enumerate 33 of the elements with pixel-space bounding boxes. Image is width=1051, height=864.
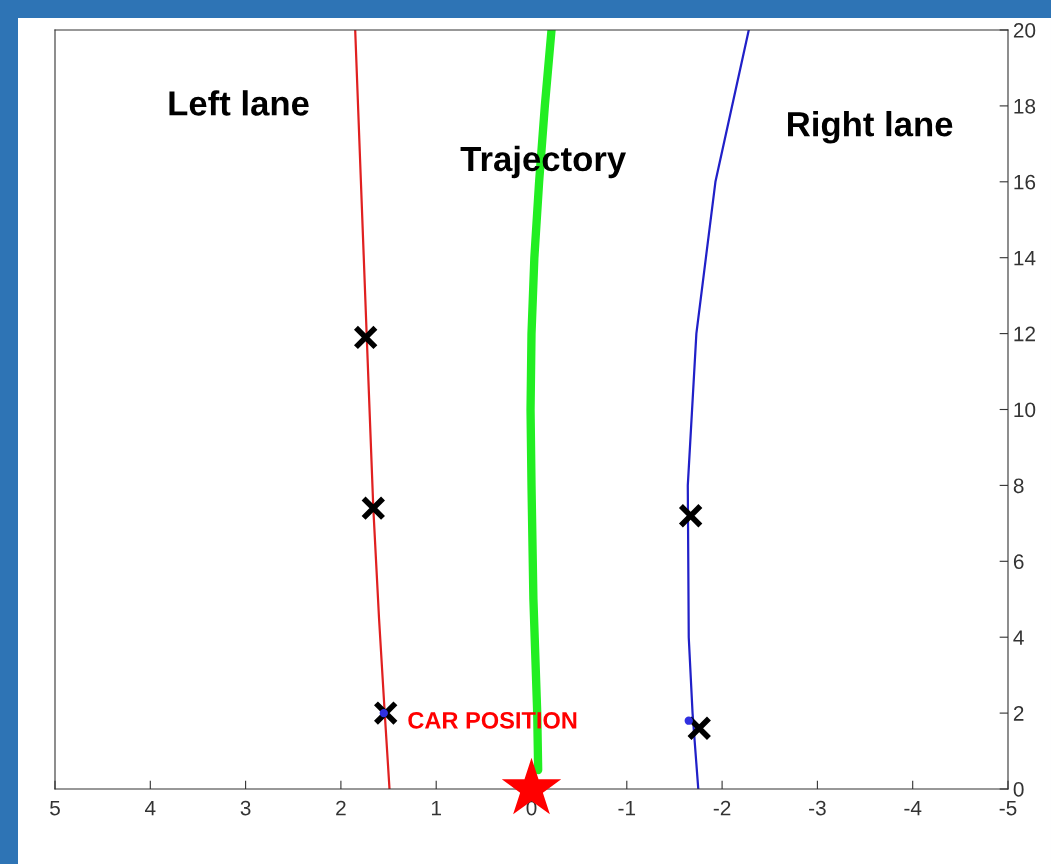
point <box>379 708 388 718</box>
x-tick-label: 0 <box>526 800 537 816</box>
x-tick-label: 2 <box>336 800 346 816</box>
point <box>353 324 379 350</box>
line-series <box>354 30 391 789</box>
x-tick-label: 5 <box>50 800 60 816</box>
point <box>678 503 704 529</box>
y-tick-label: 6 <box>1013 554 1024 570</box>
point <box>684 716 693 725</box>
x-tick-label: -5 <box>999 800 1017 816</box>
y-tick-label: 8 <box>1013 478 1024 494</box>
y-tick-label: 20 <box>1013 23 1036 38</box>
y-tick-label: 16 <box>1014 174 1036 190</box>
point <box>360 495 386 521</box>
y-tick-label: 0 <box>1013 782 1024 797</box>
x-tick-label: -1 <box>618 800 636 816</box>
series-label: Right lane <box>788 110 953 144</box>
x-tick-label: -4 <box>904 800 922 816</box>
y-tick-label: 10 <box>1014 402 1036 418</box>
y-tick-label: 12 <box>1014 326 1035 342</box>
x-tick-label: 1 <box>432 800 441 816</box>
line-series <box>686 30 750 789</box>
y-tick-label: 18 <box>1014 98 1036 114</box>
point <box>686 715 712 741</box>
x-tick-label: -2 <box>713 800 731 816</box>
y-tick-label: 2 <box>1013 706 1024 721</box>
y-tick-label: 14 <box>1014 250 1036 266</box>
x-tick-label: -3 <box>809 800 826 816</box>
x-tick-label: 4 <box>144 800 156 816</box>
series-label: Left lane <box>169 90 309 116</box>
y-tick-label: 4 <box>1013 630 1024 645</box>
point <box>373 700 399 726</box>
x-tick-label: 3 <box>240 800 251 816</box>
